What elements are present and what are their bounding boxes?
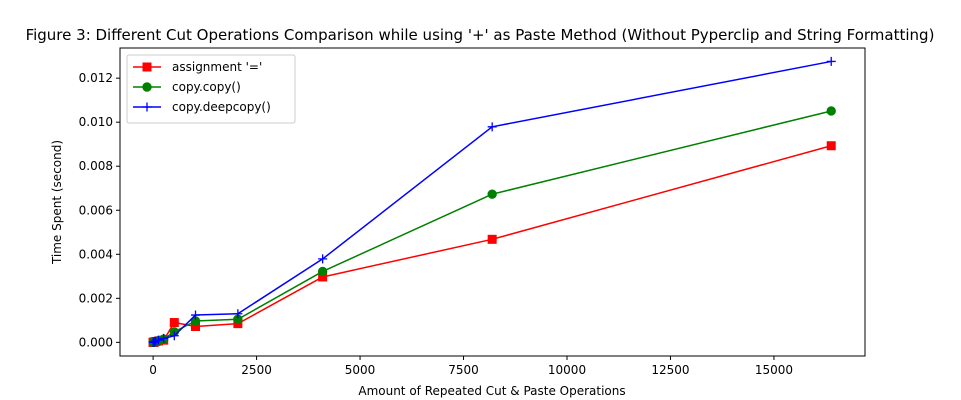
legend-box — [126, 54, 296, 124]
legend-swatch-marker — [142, 102, 152, 112]
series-line — [152, 110, 832, 344]
data-point — [190, 310, 200, 320]
chart-title: Figure 3: Different Cut Operations Compa… — [26, 26, 935, 44]
legend-entry: copy.copy() — [133, 80, 241, 94]
series-line — [152, 145, 832, 344]
data-point — [826, 56, 836, 66]
data-point — [153, 335, 163, 345]
legend-swatch-marker — [142, 62, 152, 72]
legend-label: copy.copy() — [172, 80, 241, 94]
y-tick-label: 0.012 — [79, 71, 113, 85]
x-tick-label: 7500 — [448, 363, 479, 377]
data-point — [826, 106, 836, 116]
y-tick-label: 0.000 — [79, 335, 113, 349]
data-point — [317, 266, 328, 277]
legend-entry: copy.deepcopy() — [133, 100, 271, 114]
y-axis-ticks: 0.000 0.002 0.004 0.006 0.008 0.010 0.012 — [79, 71, 120, 349]
data-point — [149, 337, 159, 347]
data-point — [233, 309, 243, 319]
x-tick-label: 15000 — [755, 363, 793, 377]
data-point — [169, 318, 179, 328]
data-point — [149, 337, 159, 347]
legend-swatch-marker — [142, 82, 152, 92]
y-tick-label: 0.002 — [79, 291, 113, 305]
x-tick-label: 12500 — [651, 363, 689, 377]
y-tick-label: 0.008 — [79, 159, 113, 173]
series-2 — [148, 56, 836, 347]
plot-area-frame — [119, 47, 866, 357]
series-0 — [148, 141, 836, 347]
data-point — [318, 254, 328, 264]
data-point — [159, 333, 169, 343]
legend-label: copy.deepcopy() — [172, 100, 271, 114]
y-axis-label: Time Spent (second) — [50, 140, 64, 265]
x-tick-label: 0 — [149, 363, 157, 377]
x-tick-label: 5000 — [345, 363, 376, 377]
x-tick-label: 10000 — [548, 363, 586, 377]
data-point — [487, 189, 497, 199]
legend: assignment '=' copy.copy() copy.deepcopy() — [126, 54, 296, 124]
data-point — [169, 331, 179, 341]
y-tick-label: 0.004 — [79, 247, 113, 261]
data-point — [487, 122, 497, 132]
series-layer — [148, 56, 836, 348]
x-tick-label: 2500 — [241, 363, 272, 377]
x-axis-label: Amount of Repeated Cut & Paste Operation… — [358, 384, 625, 398]
data-point — [826, 141, 836, 151]
data-point — [487, 234, 497, 244]
legend-label: assignment '=' — [172, 60, 262, 74]
legend-entry: assignment '=' — [133, 60, 262, 74]
y-tick-label: 0.010 — [79, 115, 113, 129]
series-1 — [148, 106, 836, 348]
x-axis-ticks: 0 2500 5000 7500 10000 12500 15000 — [149, 356, 793, 377]
y-tick-label: 0.006 — [79, 203, 113, 217]
